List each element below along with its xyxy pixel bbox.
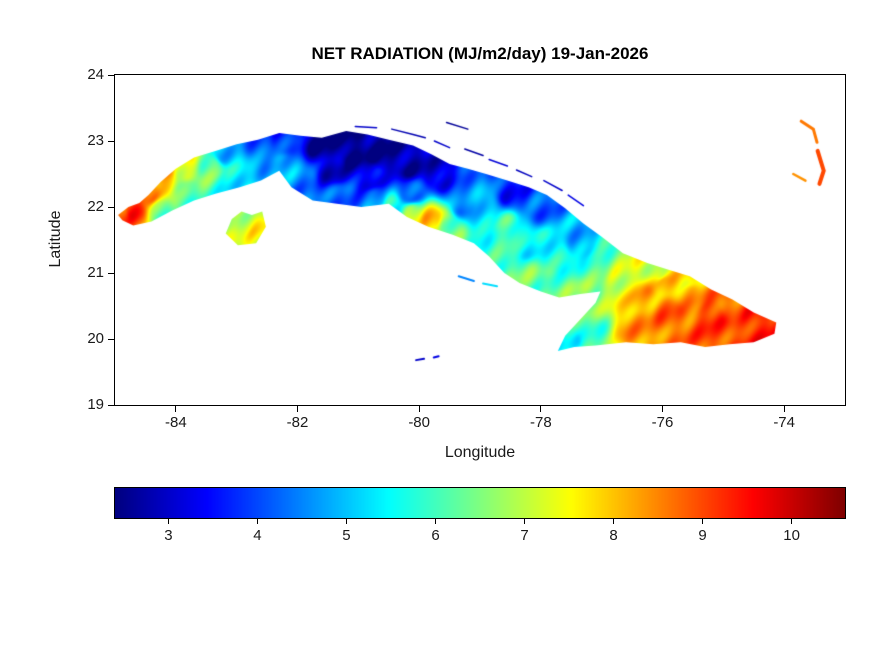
colorbar-tick-label: 10	[783, 527, 800, 544]
colorbar-tick	[434, 519, 436, 524]
chart-title: NET RADIATION (MJ/m2/day) 19-Jan-2026	[311, 44, 649, 63]
x-tick	[662, 406, 663, 412]
x-tick-label: -76	[651, 414, 674, 431]
y-tick-label: 24	[87, 66, 104, 83]
x-tick	[783, 406, 785, 412]
x-tick-label: -84	[164, 414, 187, 431]
y-axis-label: Latitude	[47, 210, 64, 268]
colorbar-tick-label: 5	[342, 527, 351, 544]
colorbar-tick	[524, 519, 525, 524]
colorbar-tick-label: 3	[164, 527, 173, 544]
x-tick	[175, 406, 177, 412]
colorbar-tick-label: 9	[698, 527, 707, 544]
colorbar-tick	[613, 519, 615, 524]
y-tick-label: 21	[87, 264, 104, 281]
colorbar-tick-label: 6	[431, 527, 440, 544]
y-tick-label: 23	[87, 132, 104, 149]
colorbar-tick	[791, 519, 793, 524]
x-tick-label: -80	[408, 414, 430, 431]
colorbar-tick-label: 4	[253, 527, 262, 544]
colorbar-tick	[167, 519, 169, 524]
x-tick	[418, 406, 420, 412]
y-tick	[108, 272, 114, 274]
colorbar-tick	[345, 519, 347, 524]
x-tick	[297, 406, 298, 412]
y-tick	[108, 140, 114, 142]
x-tick-label: -82	[286, 414, 309, 431]
colorbar-tick	[702, 519, 704, 524]
x-tick-label: -78	[529, 414, 552, 431]
y-tick	[108, 74, 114, 76]
y-tick	[108, 206, 114, 208]
plot-area	[114, 74, 846, 406]
heatmap-canvas	[115, 75, 845, 405]
y-tick	[108, 338, 114, 340]
y-tick-label: 19	[87, 396, 104, 413]
colorbar	[114, 487, 846, 519]
y-tick-label: 20	[87, 330, 104, 347]
colorbar-tick-label: 8	[609, 527, 618, 544]
colorbar-tick	[256, 519, 258, 524]
x-tick-label: -74	[773, 414, 795, 431]
x-axis-label: Longitude	[444, 444, 516, 461]
y-tick	[108, 404, 114, 406]
x-tick	[540, 406, 542, 412]
colorbar-canvas	[115, 488, 845, 518]
colorbar-tick-label: 7	[520, 527, 529, 544]
y-tick-label: 22	[87, 198, 104, 215]
